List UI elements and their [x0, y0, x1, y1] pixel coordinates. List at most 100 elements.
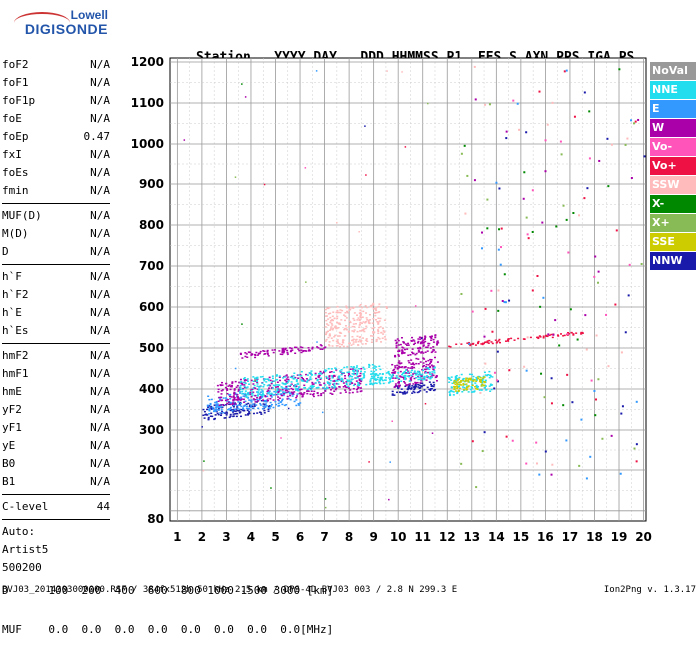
data-point	[232, 413, 235, 415]
data-point	[256, 394, 259, 396]
data-point	[297, 388, 300, 390]
data-point	[319, 348, 322, 350]
data-point	[236, 396, 239, 398]
noise-point	[234, 176, 237, 178]
data-point	[310, 388, 313, 391]
data-point	[324, 308, 327, 311]
noise-point	[315, 70, 318, 72]
data-point	[228, 408, 231, 410]
data-point	[225, 388, 228, 390]
data-point	[377, 374, 380, 376]
data-point	[295, 385, 298, 387]
data-point	[281, 382, 284, 384]
data-point	[408, 375, 411, 377]
param-row: foE N/A	[2, 110, 110, 128]
data-point	[243, 384, 246, 386]
legend-entry-e: E	[650, 100, 696, 118]
data-point	[360, 306, 363, 309]
data-point	[427, 364, 430, 366]
data-point	[251, 392, 254, 395]
data-point	[288, 391, 291, 394]
param-name: h`Es	[2, 324, 29, 337]
data-point	[266, 349, 269, 352]
noise-point	[386, 70, 388, 72]
data-point	[294, 346, 297, 349]
noise-point	[368, 461, 370, 463]
data-point	[481, 381, 484, 384]
data-point	[355, 374, 358, 376]
data-point	[382, 330, 385, 332]
data-point	[215, 408, 218, 411]
data-point	[566, 334, 569, 336]
data-point	[311, 381, 314, 384]
param-name: B0	[2, 457, 16, 470]
data-point	[538, 335, 541, 337]
noise-point	[558, 344, 561, 347]
data-point	[252, 387, 255, 390]
data-point	[207, 416, 210, 419]
data-point	[243, 401, 246, 403]
data-point	[423, 384, 426, 386]
data-point	[363, 371, 366, 373]
data-point	[262, 394, 265, 396]
data-point	[306, 388, 309, 391]
data-point	[453, 380, 456, 383]
param-name: hmE	[2, 385, 22, 398]
data-point	[373, 377, 376, 379]
noise-point	[559, 140, 562, 143]
data-point	[429, 358, 432, 361]
data-point	[318, 381, 321, 383]
data-point	[316, 392, 319, 395]
data-point	[411, 375, 414, 378]
noise-point	[483, 335, 486, 338]
data-point	[308, 387, 311, 389]
noise-point	[588, 110, 591, 113]
divider	[2, 519, 110, 520]
data-point	[260, 396, 263, 398]
data-point	[262, 405, 265, 407]
d-value: 1500	[233, 584, 267, 597]
data-point	[353, 368, 356, 371]
data-point	[448, 345, 451, 348]
data-point	[404, 374, 407, 377]
y-tick-label: 700	[139, 259, 164, 273]
data-point	[337, 377, 340, 379]
data-point	[363, 374, 366, 377]
data-point	[344, 312, 347, 314]
data-point	[309, 378, 312, 380]
param-value: N/A	[90, 148, 110, 161]
data-point	[355, 341, 358, 343]
data-point	[432, 374, 435, 377]
data-point	[563, 334, 566, 337]
data-point	[339, 323, 342, 326]
data-point	[291, 376, 294, 379]
data-point	[261, 392, 264, 395]
data-point	[462, 384, 465, 386]
data-point	[255, 398, 258, 401]
data-point	[413, 388, 416, 391]
data-point	[312, 383, 315, 385]
data-point	[481, 378, 484, 381]
noise-point	[497, 248, 500, 251]
data-point	[345, 317, 348, 319]
data-point	[238, 403, 241, 405]
data-point	[562, 335, 565, 337]
data-point	[335, 383, 338, 385]
data-point	[243, 385, 246, 388]
data-point	[373, 370, 376, 373]
data-point	[488, 370, 491, 373]
data-point	[267, 399, 270, 402]
noise-point	[525, 462, 528, 465]
data-point	[333, 386, 336, 389]
data-point	[293, 385, 296, 388]
data-point	[481, 342, 484, 345]
d-value: [km]	[300, 584, 334, 597]
data-point	[399, 343, 402, 346]
data-point	[343, 328, 346, 331]
data-point	[341, 380, 344, 383]
data-point	[325, 332, 328, 334]
data-point	[234, 393, 237, 395]
noise-point	[546, 123, 549, 126]
data-point	[462, 388, 465, 391]
data-point	[332, 380, 335, 382]
